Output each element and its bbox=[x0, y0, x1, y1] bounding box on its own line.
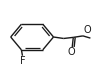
Text: O: O bbox=[68, 47, 76, 57]
Text: F: F bbox=[20, 56, 25, 66]
Text: O: O bbox=[83, 25, 91, 35]
